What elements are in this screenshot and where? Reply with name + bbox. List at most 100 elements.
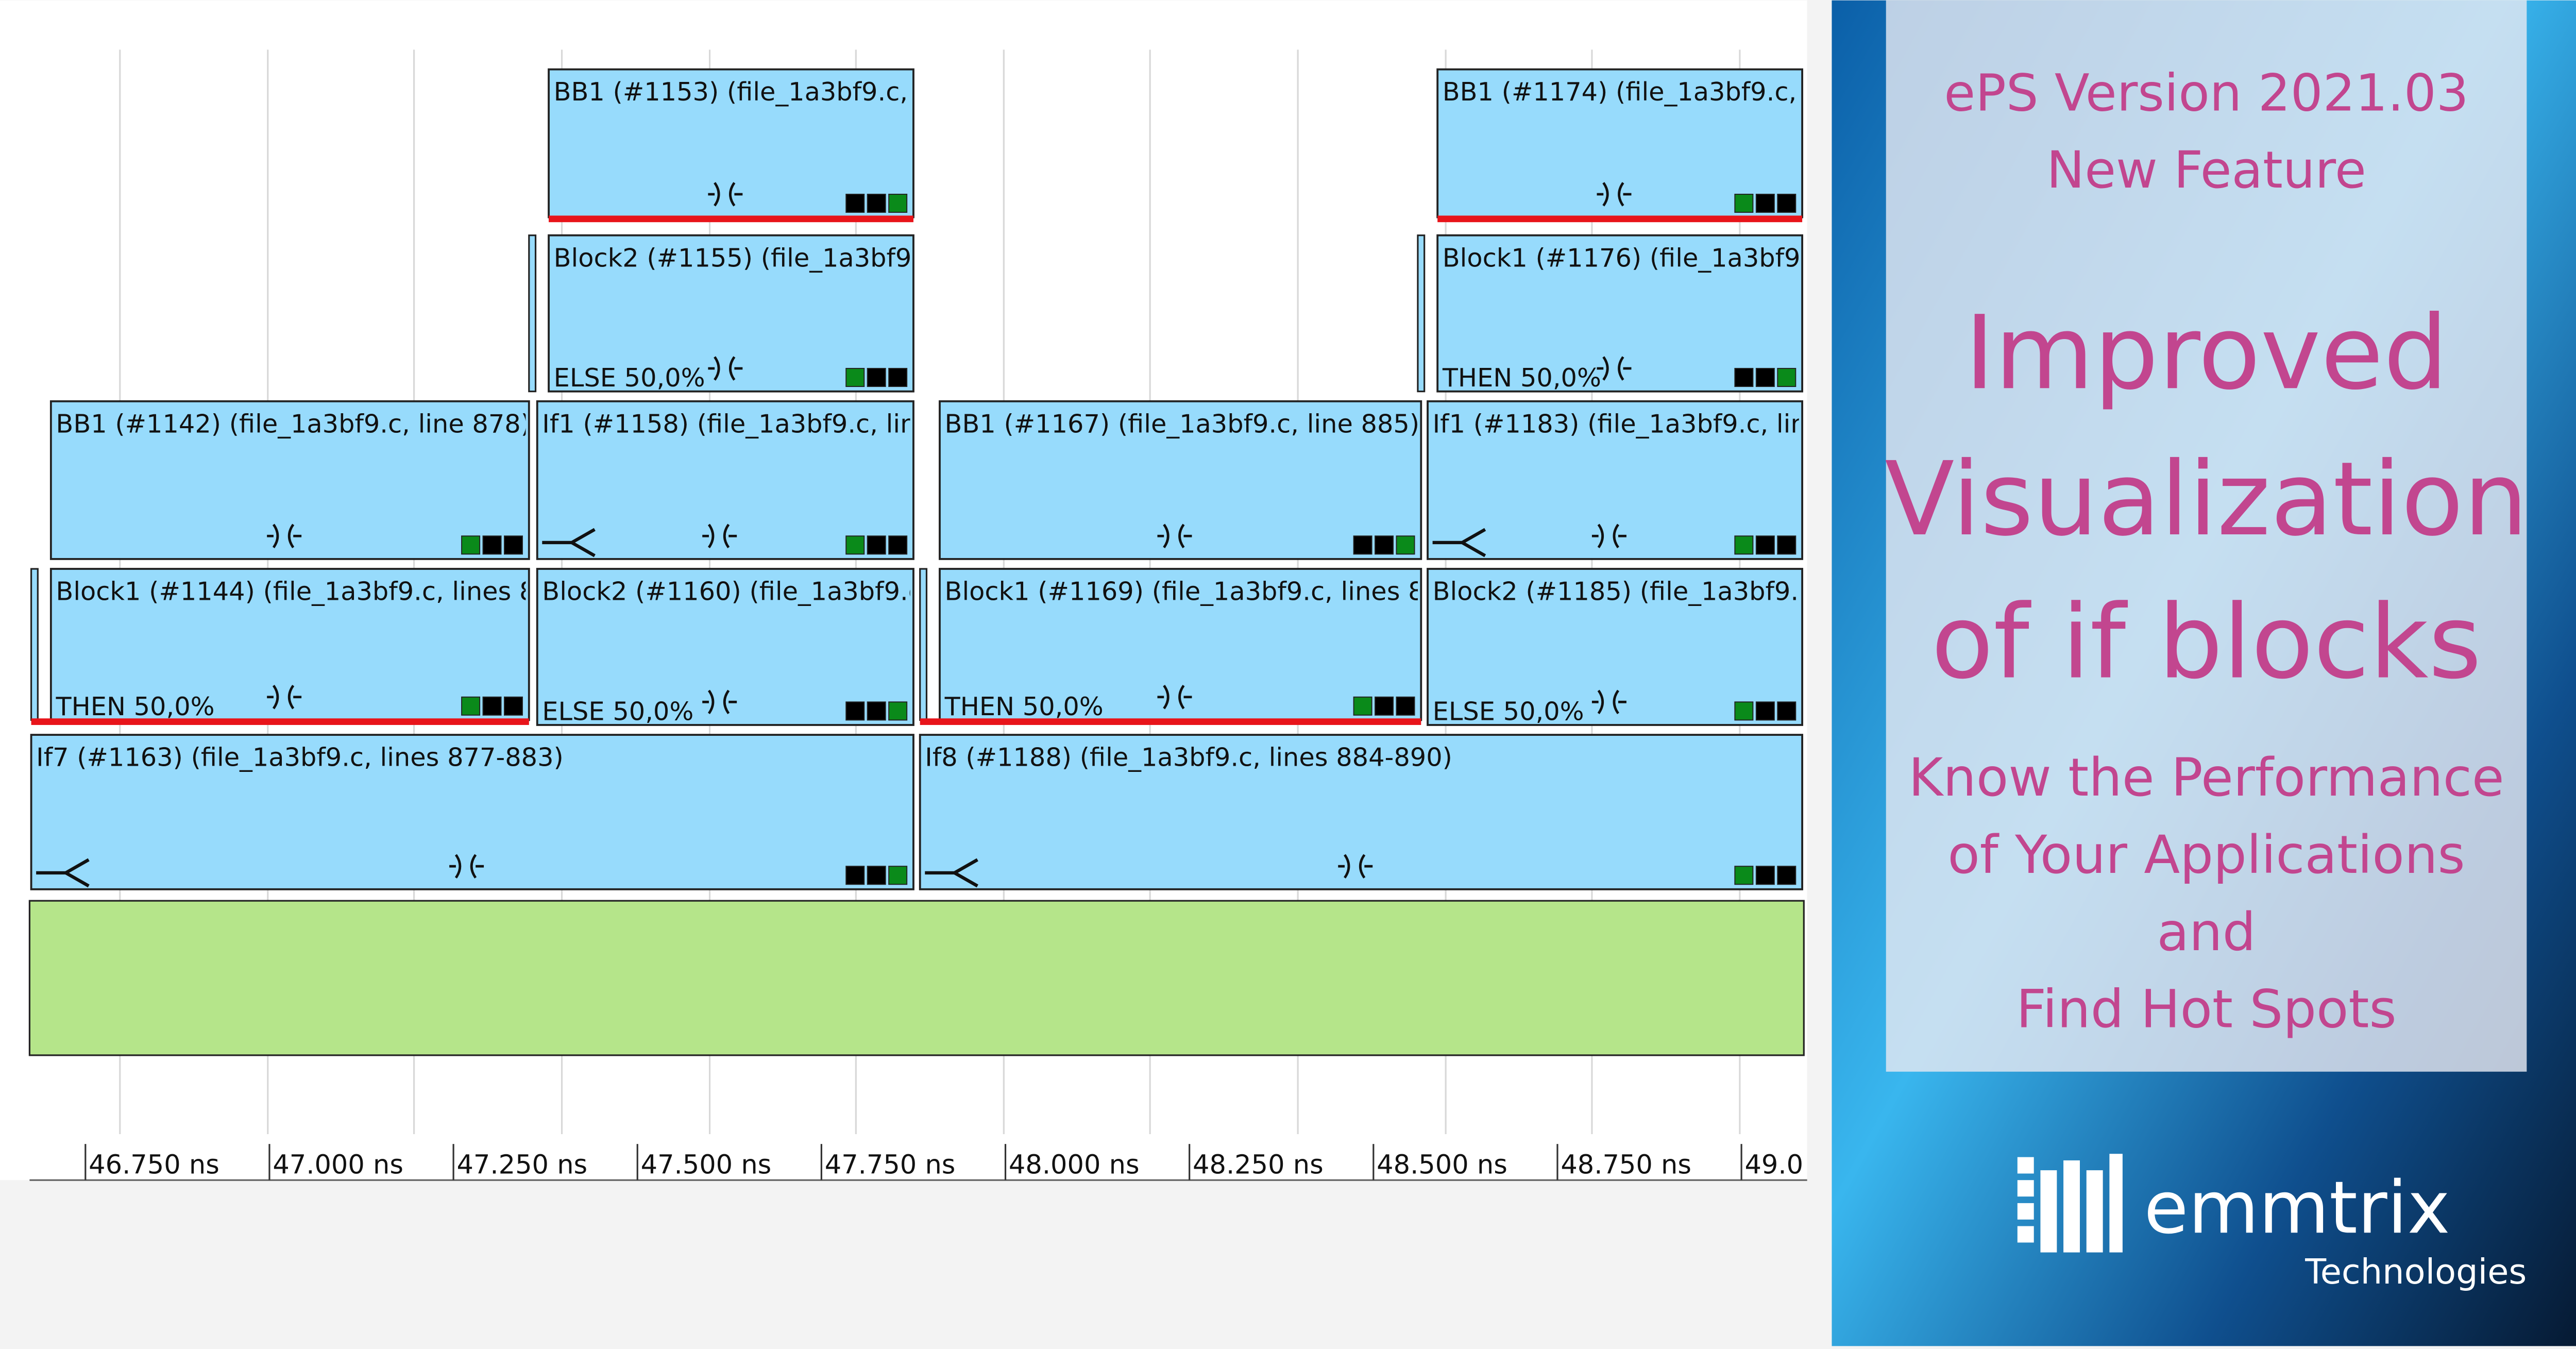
port-icon <box>708 182 743 207</box>
fork-icon <box>36 858 90 888</box>
axis-label: 47.000 ns <box>273 1150 403 1180</box>
block-label: BB1 (#1142) (file_1a3bf9.c, line 878) <box>56 409 531 439</box>
block-branch: ELSE 50,0% <box>542 696 693 726</box>
port-icon <box>449 854 484 879</box>
status-square <box>482 696 502 716</box>
port-icon <box>1597 182 1632 207</box>
fork-icon <box>542 528 596 558</box>
axis-label: 47.250 ns <box>456 1150 587 1180</box>
block-clip: If1 (#1158) (file_1a3bf9.c, lin <box>542 409 910 439</box>
axis-label: 47.500 ns <box>641 1150 772 1180</box>
status-square <box>888 535 908 555</box>
axis-label: 48.250 ns <box>1193 1150 1324 1180</box>
status-square <box>1734 701 1754 721</box>
block-label: BB1 (#1174) (file_1a3bf9.c, <box>1443 77 1797 107</box>
block-branch: THEN 50,0% <box>944 692 1104 721</box>
block-clip: BB1 (#1174) (file_1a3bf9.c, <box>1443 77 1797 107</box>
status-square <box>503 696 523 716</box>
headline: of if blocks <box>1931 582 2481 701</box>
tagline: Find Hot Spots <box>2016 979 2396 1040</box>
port-icon <box>267 524 302 548</box>
status-square <box>888 194 908 213</box>
status-square <box>1777 535 1797 555</box>
port-icon <box>1157 685 1192 710</box>
feature: New Feature <box>2046 141 2366 200</box>
block-label: If1 (#1183) (file_1a3bf9.c, lin <box>1433 409 1807 439</box>
side-bar <box>1417 234 1426 393</box>
status-square <box>1755 535 1775 555</box>
block-label: If7 (#1163) (file_1a3bf9.c, lines 877-88… <box>36 743 564 772</box>
status-square <box>1396 696 1415 716</box>
status-square <box>1353 696 1372 716</box>
port-icon <box>1597 356 1632 381</box>
status-square <box>845 866 865 885</box>
status-square <box>1734 194 1754 213</box>
fork-icon <box>1432 528 1486 558</box>
status-square <box>1755 194 1775 213</box>
block-label: Block2 (#1155) (file_1a3bf9 <box>554 243 912 273</box>
block-clip: Block1 (#1144) (file_1a3bf9.c, lines 8 TH… <box>55 577 535 721</box>
block-clip: Block2 (#1185) (file_1a3bf9. ELSE 50,0% <box>1433 577 1799 726</box>
status-square <box>1375 535 1394 555</box>
block-clip: If1 (#1183) (file_1a3bf9.c, lin <box>1433 409 1807 439</box>
block-branch: THEN 50,0% <box>1442 363 1601 393</box>
block-label: Block1 (#1176) (file_1a3bf9 <box>1443 243 1801 273</box>
block-clip: If8 (#1188) (file_1a3bf9.c, lines 884-89… <box>925 743 1452 772</box>
port-icon <box>1157 524 1192 548</box>
status-square <box>1734 866 1754 885</box>
block-label: Block1 (#1169) (file_1a3bf9.c, lines 8 <box>945 577 1425 606</box>
block-label: If8 (#1188) (file_1a3bf9.c, lines 884-89… <box>925 743 1452 772</box>
block-clip: BB1 (#1167) (file_1a3bf9.c, line 885) <box>945 409 1418 439</box>
green-band <box>28 900 1805 1056</box>
block-label: Block1 (#1144) (file_1a3bf9.c, lines 8 <box>56 577 535 606</box>
status-square <box>1755 866 1775 885</box>
logo-icon <box>2017 1154 2123 1253</box>
status-square <box>1734 535 1754 555</box>
status-square <box>845 701 865 721</box>
block-label: Block2 (#1185) (file_1a3bf9. <box>1433 577 1799 606</box>
port-icon <box>1591 524 1626 548</box>
status-square <box>867 866 886 885</box>
block-clip: If7 (#1163) (file_1a3bf9.c, lines 877-88… <box>36 743 564 772</box>
status-square <box>867 368 886 387</box>
side-bar <box>30 568 39 721</box>
block-clip: Block2 (#1155) (file_1a3bf9 ELSE 50,0% <box>554 243 912 391</box>
status-square <box>888 866 908 885</box>
status-square <box>867 535 886 555</box>
block-label: Block2 (#1160) (file_1a3bf9.c <box>542 577 922 606</box>
status-square <box>1353 535 1372 555</box>
axis-label: 48.000 ns <box>1009 1150 1140 1180</box>
block-branch: THEN 50,0% <box>55 692 214 721</box>
axis-label: 48.500 ns <box>1377 1150 1507 1180</box>
axis-label: 46.750 ns <box>89 1150 219 1180</box>
status-square <box>1734 368 1754 387</box>
tagline: of Your Applications <box>1947 824 2465 886</box>
red-bar <box>920 718 1421 725</box>
tagline: and <box>2157 902 2256 963</box>
red-bar <box>1437 215 1803 223</box>
status-square <box>888 701 908 721</box>
status-square <box>461 696 481 716</box>
red-bar <box>549 215 913 223</box>
fork-icon <box>925 858 978 888</box>
port-icon <box>1338 854 1373 879</box>
status-square <box>1396 535 1415 555</box>
block-clip: Block1 (#1176) (file_1a3bf9 THEN 50,0% <box>1442 243 1801 393</box>
status-square <box>867 194 886 213</box>
headline: Improved <box>1964 293 2448 412</box>
tagline: Know the Performance <box>1908 747 2504 808</box>
port-icon <box>702 689 737 715</box>
axis-label: 49.0 <box>1744 1150 1803 1180</box>
banner-overlay <box>1886 0 2527 1072</box>
status-square <box>461 535 481 555</box>
port-icon <box>708 356 743 381</box>
axis: 46.750 ns 47.000 ns 47.250 ns 47.500 ns 47.7… <box>84 1144 1803 1180</box>
status-square <box>503 535 523 555</box>
status-square <box>845 368 865 387</box>
block-branch: ELSE 50,0% <box>1433 696 1584 726</box>
block-label: BB1 (#1153) (file_1a3bf9.c, <box>554 77 908 107</box>
logo-name: emmtrix <box>2144 1166 2450 1250</box>
block-clip: Block2 (#1160) (file_1a3bf9.c ELSE 50,0% <box>542 577 922 726</box>
